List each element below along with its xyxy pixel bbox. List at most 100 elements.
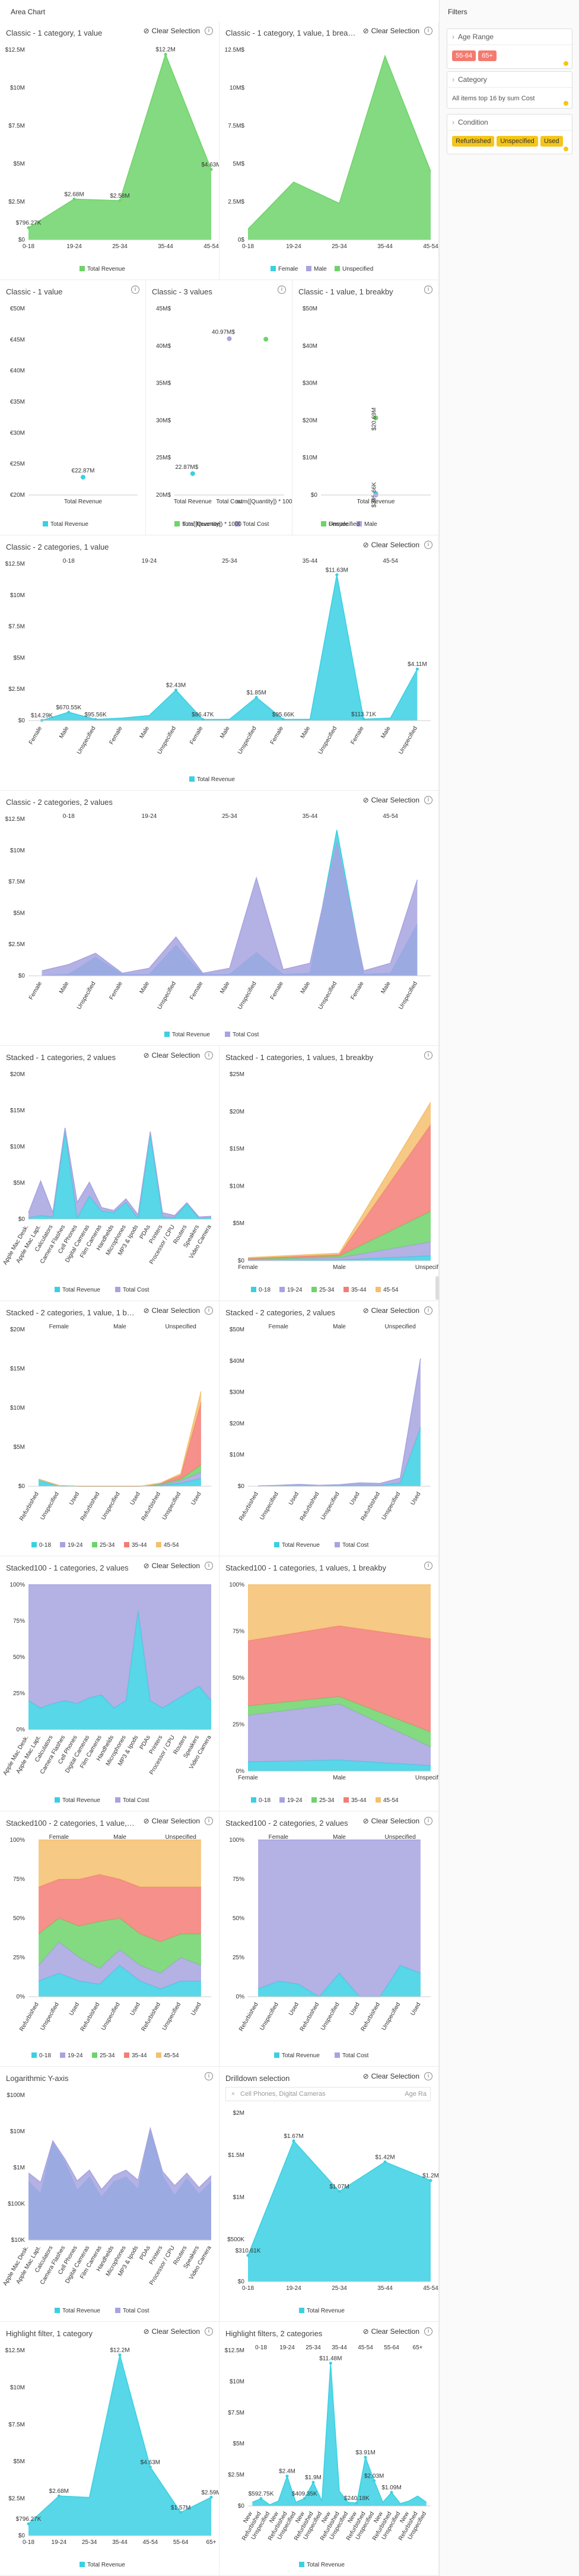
legend-item[interactable]: Total Revenue xyxy=(62,1797,100,1804)
legend-item[interactable]: 0-18 xyxy=(39,2052,51,2059)
filter-header[interactable]: › Condition xyxy=(447,115,572,131)
data-point[interactable] xyxy=(190,471,195,476)
pin-icon[interactable] xyxy=(564,61,568,66)
legend-item[interactable]: Unspecified xyxy=(342,266,373,272)
legend-item[interactable]: 45-54 xyxy=(164,1542,179,1549)
filter-chip[interactable]: 55-64 xyxy=(452,50,476,61)
legend-item[interactable]: 35-44 xyxy=(132,1542,147,1549)
area-series-total-cost[interactable] xyxy=(28,1585,211,1708)
area-series-45-54[interactable] xyxy=(39,1840,201,1887)
legend-item[interactable]: Total Revenue xyxy=(62,1287,100,1293)
drilldown-level[interactable]: Age Ra xyxy=(405,2090,427,2098)
data-point[interactable] xyxy=(383,2160,387,2163)
area-series-total-cost[interactable] xyxy=(28,2128,211,2240)
clear-selection-button[interactable]: ⊘ Clear Selection xyxy=(144,2327,200,2336)
area-series-total-cost[interactable] xyxy=(42,842,418,976)
area-series-total-revenue[interactable] xyxy=(42,575,418,721)
area-series-45-54[interactable] xyxy=(248,1585,431,1641)
data-point[interactable] xyxy=(373,415,378,421)
data-point[interactable] xyxy=(148,2465,152,2469)
area-series-0-18[interactable] xyxy=(248,1255,431,1261)
legend-item[interactable]: Total Cost xyxy=(342,1542,369,1549)
legend-item[interactable]: 45-54 xyxy=(383,1287,399,1293)
data-point[interactable] xyxy=(179,2511,183,2514)
legend-item[interactable]: 45-54 xyxy=(164,2052,179,2059)
legend-item[interactable]: Total Cost xyxy=(243,521,269,528)
area-series-total-cost[interactable] xyxy=(258,1358,421,1486)
legend-item[interactable]: Total Revenue xyxy=(50,521,88,528)
filter-chip[interactable]: 65+ xyxy=(478,50,497,61)
legend-item[interactable]: Total Revenue xyxy=(282,1542,320,1549)
data-point[interactable] xyxy=(174,689,178,692)
clear-selection-button[interactable]: ⊘ Clear Selection xyxy=(144,1562,200,1570)
area-series-19-24[interactable] xyxy=(248,1242,431,1261)
scrollbar-thumb[interactable] xyxy=(435,1276,439,1300)
area-series-total-cost[interactable] xyxy=(28,1128,211,1219)
data-point[interactable] xyxy=(429,2179,432,2182)
info-icon[interactable]: i xyxy=(424,285,432,294)
data-point[interactable] xyxy=(390,2491,393,2494)
legend-item[interactable]: Total Revenue xyxy=(197,776,235,783)
area-series-total-revenue[interactable] xyxy=(258,1965,421,1997)
clear-selection-button[interactable]: ⊘ Clear Selection xyxy=(144,1817,200,1825)
info-icon[interactable]: i xyxy=(424,1817,432,1825)
legend-item[interactable]: sum([Quantity]) * 1000 xyxy=(182,521,241,528)
data-point[interactable] xyxy=(329,2361,332,2365)
info-icon[interactable]: i xyxy=(424,1051,432,1059)
filter-header[interactable]: › Age Range xyxy=(447,29,572,45)
data-point[interactable] xyxy=(118,199,122,202)
legend-item[interactable]: Total Revenue xyxy=(87,2562,125,2568)
legend-item[interactable]: Total Revenue xyxy=(282,2052,320,2059)
drilldown-clear-icon[interactable]: × xyxy=(231,2090,236,2098)
info-icon[interactable]: i xyxy=(205,1306,213,1315)
data-point[interactable] xyxy=(335,573,339,576)
area-series-0-18[interactable] xyxy=(39,1478,201,1486)
info-icon[interactable]: i xyxy=(424,796,432,804)
legend-item[interactable]: 25-34 xyxy=(319,1287,335,1293)
legend-item[interactable]: 0-18 xyxy=(259,1287,271,1293)
filter-header[interactable]: › Category xyxy=(447,72,572,88)
data-point[interactable] xyxy=(355,2501,358,2505)
clear-selection-button[interactable]: ⊘ Clear Selection xyxy=(363,1306,419,1315)
info-icon[interactable]: i xyxy=(205,1051,213,1059)
info-icon[interactable]: i xyxy=(205,27,213,35)
data-point[interactable] xyxy=(281,718,285,721)
data-point[interactable] xyxy=(373,2479,376,2482)
area-series-unspecified[interactable] xyxy=(248,56,431,240)
data-point[interactable] xyxy=(209,167,213,171)
clear-selection-button[interactable]: ⊘ Clear Selection xyxy=(363,541,419,549)
area-series-35-44[interactable] xyxy=(39,1874,201,1942)
data-point[interactable] xyxy=(246,2254,250,2257)
legend-item[interactable]: Total Revenue xyxy=(87,266,125,272)
data-point[interactable] xyxy=(362,718,365,721)
data-point[interactable] xyxy=(201,718,205,721)
clear-selection-button[interactable]: ⊘ Clear Selection xyxy=(144,1051,200,1059)
data-point[interactable] xyxy=(27,226,30,230)
legend-item[interactable]: Total Revenue xyxy=(172,1032,210,1038)
info-icon[interactable]: i xyxy=(205,2327,213,2336)
data-point[interactable] xyxy=(311,2480,315,2484)
legend-item[interactable]: 25-34 xyxy=(100,2052,115,2059)
legend-item[interactable]: 25-34 xyxy=(100,1542,115,1549)
legend-item[interactable]: 19-24 xyxy=(68,2052,83,2059)
clear-selection-button[interactable]: ⊘ Clear Selection xyxy=(363,796,419,804)
area-series-45-54[interactable] xyxy=(39,1391,201,1486)
info-icon[interactable]: i xyxy=(424,2072,432,2080)
legend-item[interactable]: Total Cost xyxy=(123,1797,149,1804)
legend-item[interactable]: Male xyxy=(314,266,327,272)
area-series-19-24[interactable] xyxy=(39,1941,201,1989)
info-icon[interactable]: i xyxy=(424,541,432,549)
legend-item[interactable]: 35-44 xyxy=(132,2052,147,2059)
data-point[interactable] xyxy=(72,197,76,201)
data-point[interactable] xyxy=(227,336,232,341)
legend-item[interactable]: 35-44 xyxy=(351,1287,367,1293)
legend-item[interactable]: Total Cost xyxy=(233,1032,259,1038)
legend-item[interactable]: Total Cost xyxy=(342,2052,369,2059)
data-point[interactable] xyxy=(285,2475,289,2478)
area-series-total-revenue[interactable] xyxy=(28,1610,211,1730)
area-series-total-revenue[interactable] xyxy=(28,54,211,240)
data-point[interactable] xyxy=(263,337,269,342)
info-icon[interactable]: i xyxy=(424,27,432,35)
area-series-35-44[interactable] xyxy=(248,1124,431,1260)
data-point[interactable] xyxy=(27,2522,30,2526)
